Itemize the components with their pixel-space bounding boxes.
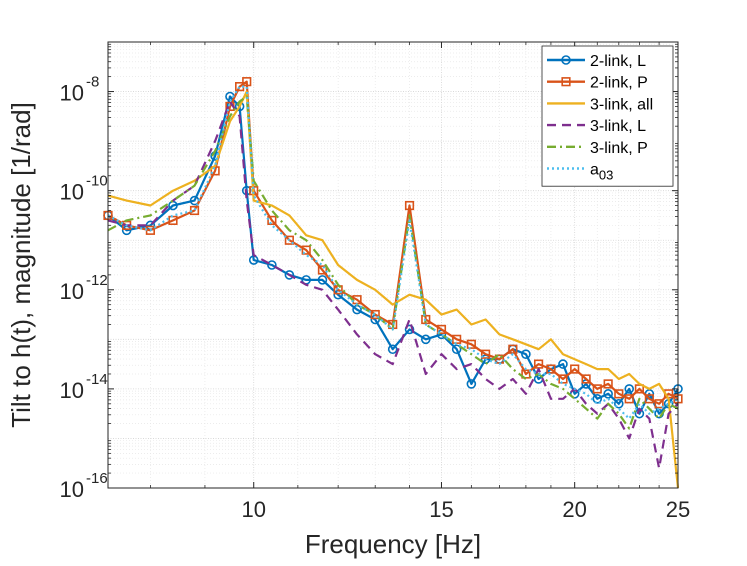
legend-label: 2-link, L xyxy=(590,53,646,70)
data-point xyxy=(508,344,518,354)
data-point xyxy=(370,309,380,320)
x-tick-label: 10 xyxy=(241,497,265,522)
legend: 2-link, L 2-link, P 3-link, all 3-link, L 3-… xyxy=(541,45,674,187)
series-group xyxy=(103,77,683,489)
data-point xyxy=(558,374,568,384)
series-line xyxy=(107,100,679,470)
y-tick-exponent: -8 xyxy=(86,74,99,91)
legend-label-text: a xyxy=(590,162,599,179)
series-line xyxy=(107,95,679,430)
data-point xyxy=(317,265,328,275)
data-point xyxy=(387,344,398,355)
series-4 xyxy=(107,95,679,430)
plot-frame xyxy=(107,41,679,489)
legend-label: 2-link, P xyxy=(590,75,648,92)
legend-box xyxy=(541,45,674,187)
data-point xyxy=(521,349,531,360)
x-tick-label: 20 xyxy=(562,497,586,522)
data-point xyxy=(421,314,431,325)
data-point xyxy=(570,364,580,374)
legend-marker xyxy=(561,77,571,87)
data-point xyxy=(558,359,568,369)
data-point xyxy=(301,245,311,255)
series-line xyxy=(107,85,679,420)
data-point xyxy=(466,339,476,349)
data-point xyxy=(267,260,277,270)
data-point xyxy=(644,394,654,404)
data-point xyxy=(603,379,613,389)
legend-label-subscript: 03 xyxy=(599,168,613,183)
data-point xyxy=(592,384,602,394)
y-axis-label: Tilt to h(t), magnitude [1/rad] xyxy=(6,102,36,428)
y-tick-label: 10 xyxy=(60,180,84,205)
x-axis-label: Frequency [Hz] xyxy=(305,529,481,559)
y-tick-exponent: -12 xyxy=(86,272,108,289)
data-point xyxy=(546,364,556,374)
legend-label-text: 3-link, L xyxy=(590,118,646,135)
legend-label: 3-link, L xyxy=(590,118,646,135)
y-tick-exponent: -10 xyxy=(86,173,108,190)
data-point xyxy=(533,359,544,369)
x-tick-label: 25 xyxy=(666,497,690,522)
data-point xyxy=(614,398,624,409)
data-point xyxy=(481,349,491,359)
data-point xyxy=(614,389,624,399)
data-point xyxy=(581,374,591,384)
data-point xyxy=(466,379,477,389)
legend-marker xyxy=(561,55,571,65)
series-5 xyxy=(107,85,679,420)
data-point xyxy=(317,275,328,285)
data-point xyxy=(284,235,294,245)
legend-label: 3-link, P xyxy=(590,140,648,157)
series-2 xyxy=(107,90,680,489)
legend-label-text: 3-link, all xyxy=(590,96,653,113)
data-point xyxy=(404,200,415,211)
y-tick-label: 10 xyxy=(60,378,84,403)
data-point xyxy=(624,394,634,404)
series-3 xyxy=(107,100,679,470)
legend-label-text: 3-link, P xyxy=(590,140,648,157)
data-point xyxy=(436,324,447,335)
data-point xyxy=(654,399,664,409)
legend-label-text: 2-link, P xyxy=(590,75,648,92)
y-tick-exponent: -14 xyxy=(86,371,108,388)
data-point xyxy=(267,215,277,226)
data-point xyxy=(624,384,635,394)
legend-label-text: 2-link, L xyxy=(590,53,646,70)
y-tick-exponent: -16 xyxy=(86,470,108,487)
y-tick-label: 10 xyxy=(60,477,84,502)
x-tick-label: 15 xyxy=(429,497,453,522)
data-point xyxy=(420,334,431,345)
data-point xyxy=(284,270,295,280)
legend-label: 3-link, all xyxy=(590,96,653,113)
series-line xyxy=(107,90,680,489)
y-tick-label: 10 xyxy=(60,279,84,304)
legend-label: a03 xyxy=(590,162,613,183)
y-tick-label: 10 xyxy=(60,81,84,106)
data-point xyxy=(242,77,252,87)
data-point xyxy=(451,344,462,355)
